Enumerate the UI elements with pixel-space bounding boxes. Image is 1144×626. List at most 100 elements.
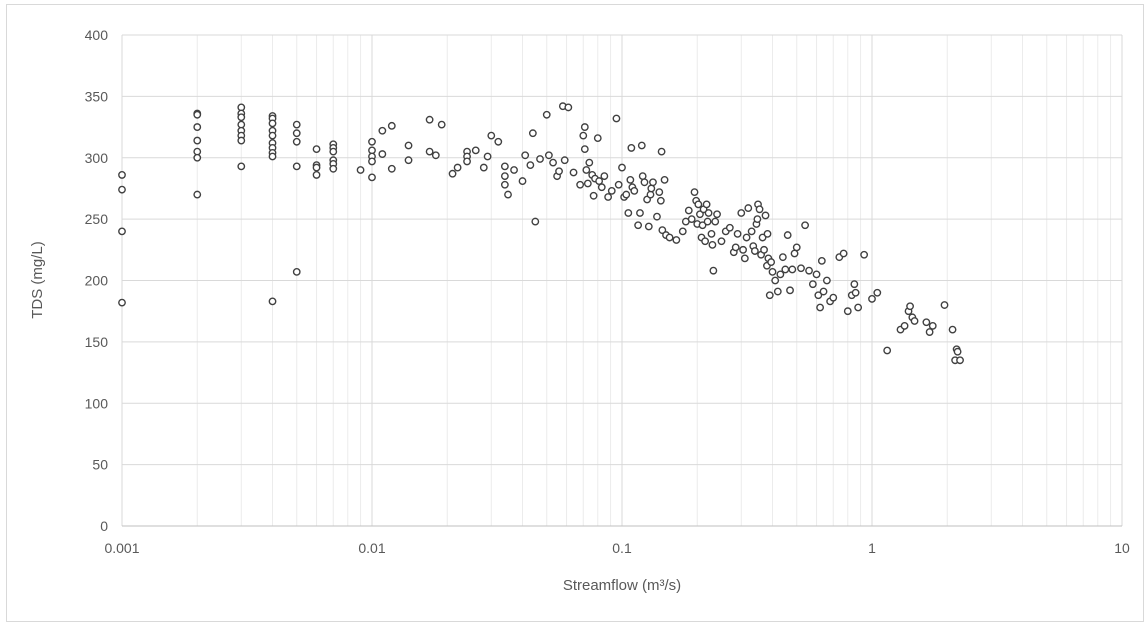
- data-point: [494, 137, 503, 146]
- y-tick-label: 0: [100, 518, 108, 534]
- data-point: [702, 200, 711, 209]
- data-point: [378, 150, 387, 158]
- data-point: [767, 258, 776, 266]
- data-point: [622, 190, 631, 199]
- data-point: [900, 322, 909, 330]
- data-point: [268, 119, 277, 128]
- data-point: [292, 268, 301, 276]
- data-point: [940, 301, 949, 309]
- data-point: [531, 217, 540, 226]
- data-point: [118, 227, 126, 236]
- data-point: [656, 196, 665, 205]
- data-point: [425, 115, 434, 124]
- data-point: [510, 166, 518, 174]
- data-point: [783, 231, 792, 239]
- data-point: [387, 121, 396, 130]
- data-point: [816, 303, 824, 312]
- data-point: [292, 129, 301, 138]
- data-point: [118, 298, 126, 307]
- data-point: [707, 229, 716, 238]
- data-point: [595, 177, 604, 185]
- data-point: [580, 145, 589, 154]
- data-point: [948, 325, 957, 334]
- data-point: [657, 147, 666, 156]
- data-point: [604, 193, 613, 201]
- y-tick-label: 100: [85, 395, 109, 411]
- data-point: [193, 110, 202, 119]
- data-point: [928, 322, 937, 330]
- data-point: [860, 250, 869, 259]
- data-point: [329, 164, 338, 173]
- data-point: [560, 156, 569, 165]
- data-point: [292, 137, 301, 146]
- data-point: [925, 328, 934, 336]
- data-point: [678, 227, 687, 236]
- data-point: [404, 156, 413, 165]
- data-point: [725, 223, 734, 232]
- data-point: [368, 137, 376, 146]
- data-point: [580, 123, 589, 131]
- y-tick-label: 250: [85, 211, 109, 227]
- data-point: [739, 245, 747, 254]
- data-point: [817, 256, 826, 265]
- data-point: [193, 123, 202, 131]
- data-point: [597, 183, 606, 192]
- data-point: [637, 141, 646, 150]
- data-point: [694, 200, 703, 209]
- data-point: [542, 110, 551, 119]
- data-point: [717, 237, 726, 246]
- data-point: [805, 266, 813, 275]
- data-point: [808, 280, 817, 289]
- data-point: [312, 171, 321, 179]
- data-point: [765, 291, 774, 300]
- data-point: [956, 356, 964, 365]
- data-point: [768, 268, 777, 276]
- data-point: [268, 152, 277, 161]
- data-point: [910, 317, 919, 325]
- data-point: [368, 157, 376, 166]
- data-point: [647, 184, 656, 193]
- data-point: [312, 145, 321, 154]
- data-point: [583, 179, 592, 188]
- grid-lines: [121, 34, 1123, 527]
- data-point: [742, 233, 751, 242]
- data-point: [368, 173, 376, 182]
- data-point: [500, 172, 509, 181]
- data-point: [758, 233, 767, 242]
- data-point: [636, 209, 644, 217]
- data-point: [612, 114, 621, 123]
- y-axis-title: TDS (mg/L): [29, 241, 46, 319]
- data-point: [704, 209, 713, 217]
- data-point: [646, 190, 655, 199]
- data-point: [387, 164, 396, 173]
- data-point: [555, 167, 563, 176]
- data-point: [453, 163, 462, 172]
- data-point: [755, 205, 764, 214]
- y-tick-label: 150: [85, 334, 109, 350]
- data-point: [850, 280, 859, 289]
- data-point: [801, 221, 809, 230]
- data-point: [829, 293, 838, 302]
- data-point: [237, 113, 246, 122]
- data-point: [500, 162, 509, 171]
- data-point: [868, 295, 876, 303]
- x-tick-label: 0.001: [104, 540, 139, 556]
- data-point: [698, 221, 707, 230]
- data-point: [268, 131, 277, 140]
- data-point: [292, 120, 301, 129]
- data-point: [500, 180, 509, 189]
- data-point: [760, 245, 768, 254]
- data-point: [448, 169, 457, 178]
- data-point: [268, 297, 277, 306]
- data-point: [854, 303, 863, 312]
- data-point: [521, 151, 530, 160]
- data-point: [703, 217, 712, 226]
- data-point: [237, 136, 246, 145]
- data-point: [922, 318, 931, 327]
- data-point: [822, 276, 831, 285]
- data-point: [843, 307, 852, 316]
- data-point: [292, 162, 301, 171]
- y-tick-label: 350: [85, 88, 109, 104]
- data-point: [579, 131, 588, 140]
